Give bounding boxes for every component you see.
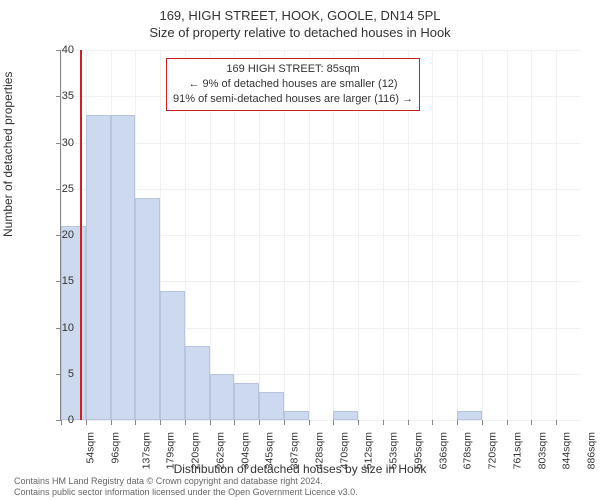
histogram-bar [111,115,136,420]
xtick-mark [432,420,433,425]
annotation-line-2: ← 9% of detached houses are smaller (12) [173,77,413,92]
plot-area: 54sqm96sqm137sqm179sqm220sqm262sqm304sqm… [60,50,581,421]
xtick-mark [210,420,211,425]
xtick-mark [457,420,458,425]
ytick-label: 30 [44,137,74,149]
ytick-label: 35 [44,90,74,102]
gridline-h [61,143,581,144]
xtick-mark [160,420,161,425]
ytick-label: 20 [44,229,74,241]
annotation-line-3: 91% of semi-detached houses are larger (… [173,92,413,107]
y-axis-label: Number of detached properties [1,72,15,237]
chart-title-sub: Size of property relative to detached ho… [0,23,600,40]
xtick-mark [333,420,334,425]
gridline-v [432,50,433,420]
xtick-mark [408,420,409,425]
xtick-mark [309,420,310,425]
xtick-label: 96sqm [109,432,121,464]
histogram-bar [284,411,309,420]
gridline-v [482,50,483,420]
histogram-bar [333,411,358,420]
ytick-label: 15 [44,275,74,287]
footer-line-2: Contains public sector information licen… [14,487,358,498]
x-axis-label: Distribution of detached houses by size … [0,462,600,476]
annotation-box: 169 HIGH STREET: 85sqm ← 9% of detached … [166,58,420,111]
xtick-mark [284,420,285,425]
xtick-mark [185,420,186,425]
footer: Contains HM Land Registry data © Crown c… [14,476,358,498]
histogram-bar [86,115,111,420]
gridline-h [61,189,581,190]
ytick-label: 10 [44,322,74,334]
chart-title-main: 169, HIGH STREET, HOOK, GOOLE, DN14 5PL [0,0,600,23]
histogram-bar [457,411,482,420]
xtick-mark [507,420,508,425]
xtick-mark [383,420,384,425]
ytick-label: 5 [44,368,74,380]
gridline-h [61,420,581,421]
histogram-bar [160,291,185,421]
xtick-mark [86,420,87,425]
gridline-h [61,50,581,51]
chart-container: 169, HIGH STREET, HOOK, GOOLE, DN14 5PL … [0,0,600,500]
histogram-bar [210,374,235,420]
xtick-mark [234,420,235,425]
histogram-bar [259,392,284,420]
ytick-label: 0 [44,414,74,426]
xtick-mark [259,420,260,425]
gridline-v [507,50,508,420]
histogram-bar [234,383,259,420]
xtick-mark [482,420,483,425]
xtick-label: 54sqm [85,432,97,464]
histogram-bar [135,198,160,420]
ytick-label: 40 [44,44,74,56]
xtick-mark [135,420,136,425]
histogram-bar [185,346,210,420]
xtick-mark [531,420,532,425]
gridline-v [531,50,532,420]
gridline-v [556,50,557,420]
xtick-mark [556,420,557,425]
xtick-mark [358,420,359,425]
ytick-label: 25 [44,183,74,195]
annotation-line-1: 169 HIGH STREET: 85sqm [173,62,413,77]
marker-line [80,50,82,420]
xtick-mark [111,420,112,425]
footer-line-1: Contains HM Land Registry data © Crown c… [14,476,358,487]
gridline-v [457,50,458,420]
